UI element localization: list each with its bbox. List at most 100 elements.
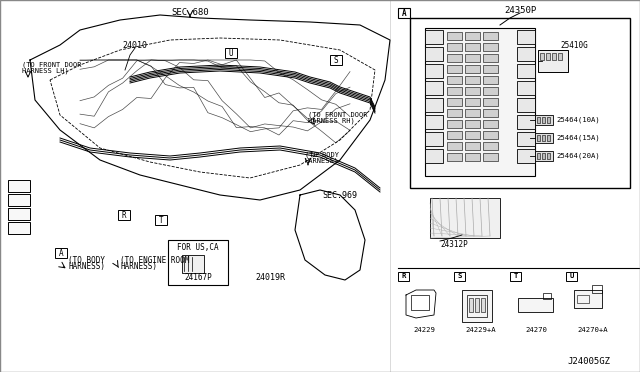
Bar (510, 272, 521, 281)
Bar (425, 98, 443, 112)
Text: A: A (59, 248, 63, 257)
Bar (447, 76, 462, 84)
Bar (447, 120, 462, 128)
Text: 24270+A: 24270+A (577, 327, 608, 333)
Text: 24270: 24270 (525, 327, 547, 333)
Bar (542, 153, 545, 159)
Bar (225, 48, 237, 58)
Bar (542, 117, 545, 123)
Bar (574, 290, 602, 308)
Text: S: S (333, 55, 339, 64)
Bar (465, 65, 480, 73)
Text: 24019R: 24019R (255, 273, 285, 282)
Bar (465, 131, 480, 139)
Text: (TO ENGINE ROOM: (TO ENGINE ROOM (120, 256, 189, 264)
Text: 24167P: 24167P (184, 273, 212, 282)
Bar (538, 50, 568, 72)
Bar (483, 120, 498, 128)
Text: R: R (122, 211, 126, 219)
Bar (410, 18, 630, 188)
Bar (465, 142, 480, 150)
Bar (447, 153, 462, 161)
Bar (425, 115, 443, 129)
Bar (469, 298, 473, 312)
Bar (547, 117, 550, 123)
Bar (483, 131, 498, 139)
Text: J24005GZ: J24005GZ (567, 357, 610, 366)
Bar (483, 76, 498, 84)
Bar (447, 32, 462, 40)
Bar (425, 132, 443, 146)
Bar (8, 194, 30, 206)
Bar (118, 210, 130, 220)
Bar (398, 8, 410, 18)
Bar (155, 215, 167, 225)
Bar (182, 255, 204, 273)
Text: 25464(10A): 25464(10A) (556, 117, 600, 123)
Text: (TO FRONT DOOR: (TO FRONT DOOR (22, 62, 81, 68)
Bar (483, 54, 498, 62)
Bar (483, 65, 498, 73)
Text: A: A (402, 9, 406, 17)
Bar (465, 109, 480, 117)
Bar (465, 120, 480, 128)
Bar (483, 109, 498, 117)
Bar (481, 298, 485, 312)
Bar (483, 32, 498, 40)
Bar (465, 76, 480, 84)
Bar (168, 240, 228, 285)
Text: U: U (570, 273, 573, 279)
Bar (552, 53, 556, 60)
Bar (411, 295, 429, 310)
Text: 25410G: 25410G (560, 41, 588, 49)
Text: R: R (401, 273, 406, 279)
Text: (TO FRONT DOOR: (TO FRONT DOOR (308, 112, 367, 118)
Text: U: U (228, 48, 234, 58)
Text: 24010: 24010 (122, 41, 147, 49)
Text: (TO BODY: (TO BODY (68, 256, 105, 264)
Text: HARNESS): HARNESS) (68, 263, 105, 272)
Bar (447, 109, 462, 117)
Bar (546, 53, 550, 60)
Bar (447, 98, 462, 106)
Bar (398, 272, 409, 281)
Bar (547, 135, 550, 141)
Bar (465, 87, 480, 95)
Bar (566, 272, 577, 281)
Bar (430, 198, 500, 238)
Bar (483, 87, 498, 95)
Bar (540, 53, 544, 60)
Bar (535, 133, 553, 143)
Bar (447, 131, 462, 139)
Text: 24229: 24229 (413, 327, 435, 333)
Bar (425, 28, 535, 176)
Bar (542, 135, 545, 141)
Bar (465, 43, 480, 51)
Bar (537, 135, 540, 141)
Bar (8, 180, 30, 192)
Bar (577, 295, 589, 303)
Bar (537, 153, 540, 159)
Text: HARNESS): HARNESS) (305, 158, 339, 164)
Text: HARNESS LH): HARNESS LH) (22, 68, 68, 74)
Bar (462, 290, 492, 322)
Bar (465, 54, 480, 62)
Bar (447, 65, 462, 73)
Bar (535, 115, 553, 125)
Text: SEC.969: SEC.969 (323, 190, 358, 199)
Bar (447, 87, 462, 95)
Text: S: S (458, 273, 461, 279)
Bar (537, 117, 540, 123)
Bar (8, 208, 30, 220)
Bar (330, 55, 342, 65)
Bar (465, 153, 480, 161)
Bar (535, 151, 553, 161)
Bar (518, 298, 553, 312)
Bar (425, 81, 443, 95)
Bar (517, 98, 535, 112)
Text: HARNESS RH): HARNESS RH) (308, 118, 355, 124)
Bar (558, 53, 562, 60)
Bar (517, 149, 535, 163)
Bar (465, 32, 480, 40)
Bar (517, 64, 535, 78)
